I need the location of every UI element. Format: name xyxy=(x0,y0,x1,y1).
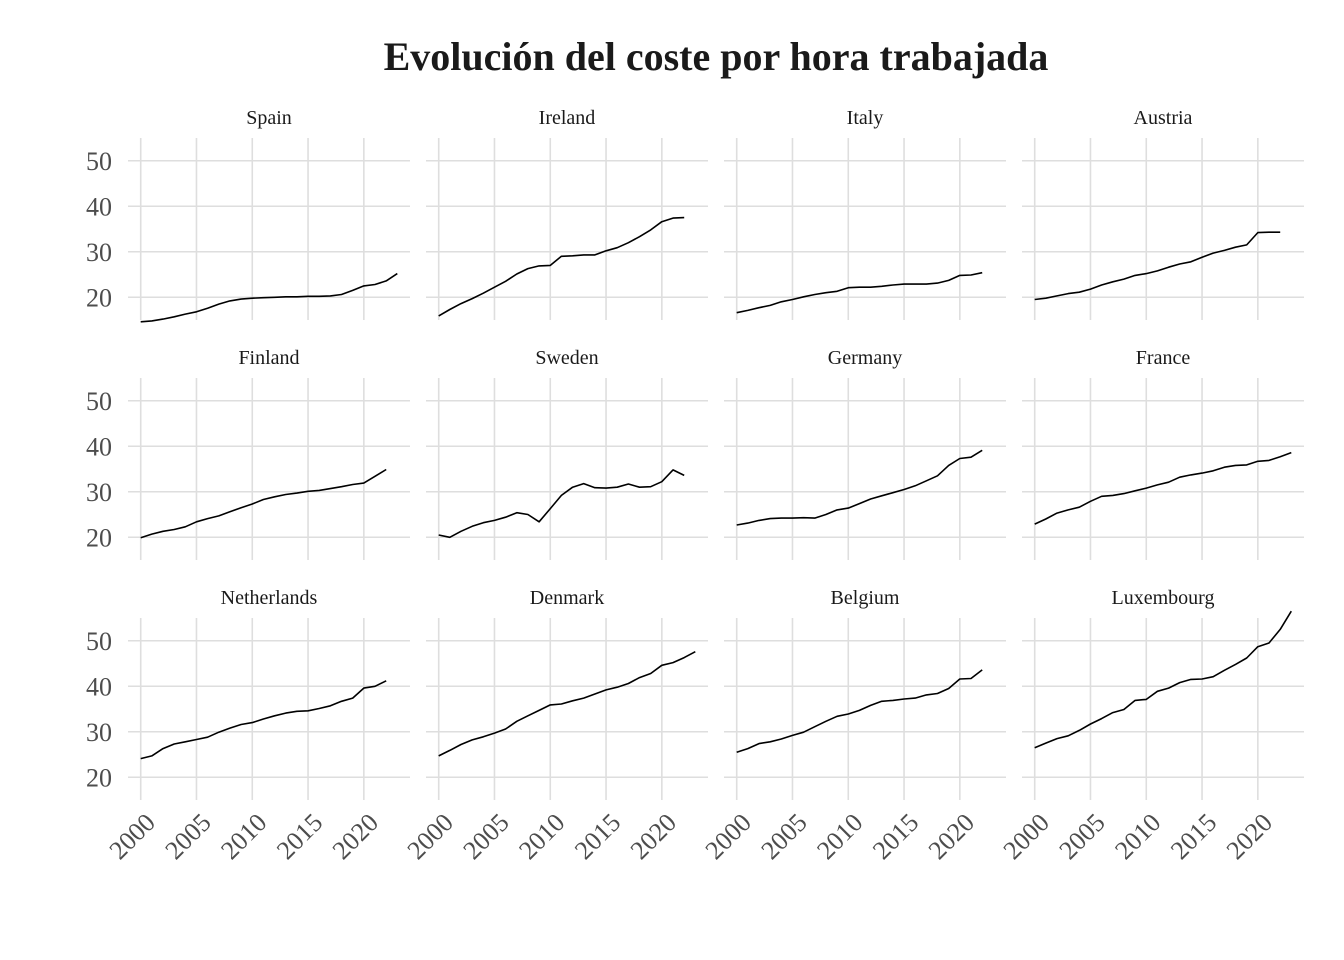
x-tick-label: 2015 xyxy=(569,808,626,865)
x-tick-label: 2005 xyxy=(159,808,216,865)
panel-france: France xyxy=(1022,347,1304,560)
series-line-finland xyxy=(140,468,387,539)
panel-finland: Finland 20 30 40 50 xyxy=(86,347,410,560)
series-line-ireland xyxy=(438,216,685,317)
chart-title: Evolución del coste por hora trabajada xyxy=(384,34,1049,79)
series-line-spain xyxy=(140,272,398,323)
x-tick-label: 2015 xyxy=(271,808,328,865)
x-tick-label: 2010 xyxy=(1109,808,1166,865)
facet-label: Italy xyxy=(847,107,884,129)
x-tick-label: 2005 xyxy=(755,808,812,865)
series-line-denmark xyxy=(438,650,696,757)
facet-label: Ireland xyxy=(539,107,596,129)
panel-sweden: Sweden xyxy=(426,347,708,560)
facet-label: Sweden xyxy=(535,347,598,369)
x-tick-label: 2000 xyxy=(402,808,459,865)
x-tick-label: 2020 xyxy=(327,808,384,865)
panel-germany: Germany xyxy=(724,347,1006,560)
panel-austria: Austria xyxy=(1022,107,1304,320)
x-tick-label: 2015 xyxy=(1165,808,1222,865)
series-line-belgium xyxy=(736,669,983,753)
series-line-france xyxy=(1034,451,1292,525)
facet-panels: Spain 20 30 40 50 Ireland Italy Austria Finland 2… xyxy=(86,107,1304,865)
series-line-germany xyxy=(736,449,983,526)
x-tick-label: 2015 xyxy=(867,808,924,865)
y-tick-label: 40 xyxy=(86,432,112,461)
y-tick-label: 20 xyxy=(86,283,112,312)
y-tick-label: 50 xyxy=(86,627,112,656)
facet-label: Germany xyxy=(828,347,902,369)
x-tick-label: 2020 xyxy=(625,808,682,865)
y-tick-label: 40 xyxy=(86,192,112,221)
y-tick-label: 20 xyxy=(86,763,112,792)
y-tick-label: 20 xyxy=(86,523,112,552)
x-tick-label: 2005 xyxy=(1053,808,1110,865)
y-tick-label: 40 xyxy=(86,672,112,701)
y-tick-label: 30 xyxy=(86,718,112,747)
x-tick-label: 2010 xyxy=(811,808,868,865)
series-line-sweden xyxy=(438,469,685,539)
facet-label: Luxembourg xyxy=(1112,587,1215,609)
x-tick-label: 2020 xyxy=(1221,808,1278,865)
x-tick-label: 2000 xyxy=(700,808,757,865)
series-line-luxembourg xyxy=(1034,610,1292,749)
facet-label: Netherlands xyxy=(221,587,318,609)
series-line-austria xyxy=(1034,231,1281,301)
facet-label: Finland xyxy=(238,347,299,369)
panel-italy: Italy xyxy=(724,107,1006,320)
y-tick-label: 50 xyxy=(86,147,112,176)
facet-label: Spain xyxy=(246,107,292,129)
panel-ireland: Ireland xyxy=(426,107,708,320)
x-tick-label: 2005 xyxy=(457,808,514,865)
series-line-italy xyxy=(736,271,983,314)
x-tick-label: 2000 xyxy=(998,808,1055,865)
facet-label: Belgium xyxy=(831,587,900,609)
facet-label: France xyxy=(1136,347,1191,369)
x-tick-label: 2020 xyxy=(923,808,980,865)
panel-spain: Spain 20 30 40 50 xyxy=(86,107,410,323)
y-tick-label: 30 xyxy=(86,478,112,507)
facet-label: Austria xyxy=(1134,107,1193,129)
x-tick-label: 2010 xyxy=(513,808,570,865)
y-tick-label: 30 xyxy=(86,238,112,267)
facet-label: Denmark xyxy=(530,587,604,609)
y-tick-label: 50 xyxy=(86,387,112,416)
x-tick-label: 2010 xyxy=(215,808,272,865)
x-tick-label: 2000 xyxy=(104,808,161,865)
series-line-netherlands xyxy=(140,680,387,760)
